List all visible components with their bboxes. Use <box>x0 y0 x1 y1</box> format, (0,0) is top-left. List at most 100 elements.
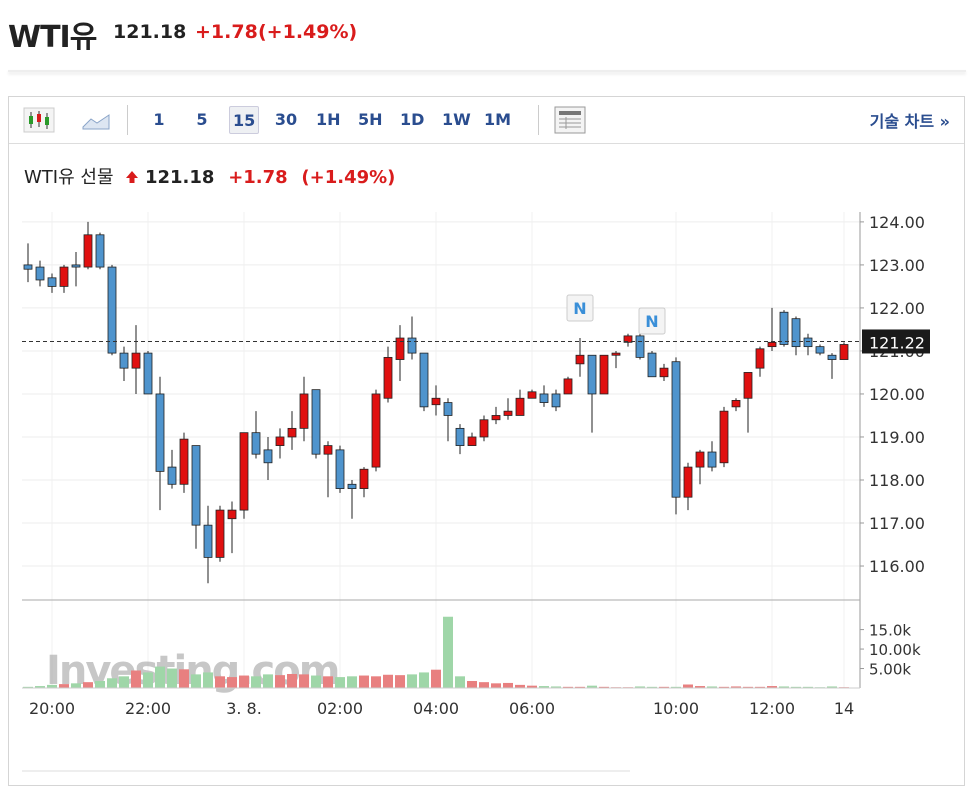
volume-bar <box>455 676 465 688</box>
candle-body <box>731 400 741 408</box>
interval-button[interactable]: 1W <box>442 110 471 129</box>
interval-button[interactable]: 1H <box>316 110 341 129</box>
volume-bar <box>515 684 525 688</box>
event-label: N <box>645 312 658 331</box>
x-tick-label: 20:00 <box>29 699 75 718</box>
candle-body <box>83 234 93 268</box>
candle-body <box>779 311 789 345</box>
candle-body <box>347 483 357 489</box>
volume-bar <box>683 684 693 688</box>
candle-body <box>695 451 705 468</box>
candle-body <box>575 354 585 365</box>
y-tick-label: 120.00 <box>869 385 925 404</box>
header: WTI유 121.18 +1.78 (+1.49%) <box>0 0 978 72</box>
volume-bar <box>59 684 69 688</box>
volume-bar <box>635 686 645 688</box>
candle-body <box>599 354 609 395</box>
volume-bar <box>659 686 669 688</box>
volume-bar <box>791 686 801 688</box>
volume-bar <box>71 683 81 688</box>
volume-bar <box>755 686 765 688</box>
candle-body <box>707 451 717 468</box>
volume-bar <box>647 686 657 688</box>
candle-body <box>479 419 489 438</box>
x-tick-label: 02:00 <box>317 699 363 718</box>
volume-bar <box>827 686 837 688</box>
candle-body <box>167 466 177 485</box>
volume-bar <box>35 686 45 688</box>
volume-bar <box>371 676 381 688</box>
candle-body <box>35 266 45 281</box>
volume-bar <box>671 686 681 688</box>
interval-button[interactable]: 5 <box>196 110 208 129</box>
interval-button[interactable]: 5H <box>358 110 383 129</box>
volume-bar <box>731 686 741 688</box>
candle-body <box>803 337 813 348</box>
candle-body <box>563 378 573 395</box>
toolbar: 1 5 15 30 1H 5H 1D 1W 1M 기술 차트 » <box>9 97 964 144</box>
candle-body <box>683 466 693 498</box>
y-tick-label: 119.00 <box>869 428 925 447</box>
candle-body <box>227 509 237 520</box>
x-tick-label: 04:00 <box>413 699 459 718</box>
candle-body <box>155 393 165 472</box>
volume-bar <box>23 686 33 688</box>
volume-bar <box>419 672 429 688</box>
y-tick-label: 116.00 <box>869 557 925 576</box>
interval-button[interactable]: 1M <box>484 110 512 129</box>
volume-bar <box>467 680 477 688</box>
candle-body <box>179 438 189 485</box>
candle-body <box>335 449 345 489</box>
volume-bar <box>131 670 141 688</box>
volume-bar <box>551 686 561 688</box>
candle-body <box>755 348 765 369</box>
interval-button[interactable]: 1 <box>153 110 165 129</box>
technical-chart-link[interactable]: 기술 차트 » <box>869 112 950 131</box>
candle-body <box>839 344 849 360</box>
volume-bar <box>563 686 573 688</box>
volume-bar <box>431 669 441 688</box>
volume-bar <box>527 685 537 688</box>
volume-bar <box>95 680 105 688</box>
candle-body <box>359 468 369 489</box>
volume-bar <box>239 675 249 688</box>
header-divider <box>8 70 966 72</box>
volume-bar <box>215 676 225 688</box>
volume-bar <box>299 674 309 688</box>
chart-widget: 1 5 15 30 1H 5H 1D 1W 1M 기술 차트 » WTI유 선물 121.18 … <box>8 96 965 786</box>
x-tick-label: 06:00 <box>509 699 555 718</box>
legend-change: +1.78 <box>228 167 288 188</box>
candle-body <box>671 361 681 498</box>
line-icon[interactable] <box>81 109 111 131</box>
crosshair-label: 121.22 <box>869 333 925 352</box>
volume-bar <box>203 672 213 688</box>
candle-body <box>623 335 633 343</box>
volume-tick-label: 10.00k <box>869 641 921 659</box>
candle-body <box>203 524 213 558</box>
y-tick-label: 117.00 <box>869 514 925 533</box>
volume-bar <box>719 686 729 688</box>
volume-bar <box>347 676 357 688</box>
candle-body <box>611 352 621 356</box>
up-arrow <box>126 171 139 183</box>
candle-body <box>455 427 465 446</box>
interval-button[interactable]: 15 <box>229 106 260 134</box>
candle-icon[interactable] <box>23 107 55 133</box>
candle-body <box>503 410 513 416</box>
volume-bar <box>383 674 393 688</box>
candle-body <box>647 352 657 378</box>
event-label: N <box>573 299 586 318</box>
interval-button[interactable]: 30 <box>274 110 298 129</box>
separator <box>127 105 128 135</box>
candle-body <box>263 449 273 464</box>
y-tick-label: 118.00 <box>869 471 925 490</box>
legend-title: WTI유 선물 <box>24 167 114 188</box>
interval-button[interactable]: 1D <box>400 110 425 129</box>
separator <box>538 105 539 135</box>
candle-body <box>791 318 801 348</box>
candle-body <box>467 436 477 446</box>
table-icon[interactable] <box>554 106 586 134</box>
volume-bar <box>275 675 285 688</box>
legend-price: 121.18 <box>144 167 215 188</box>
